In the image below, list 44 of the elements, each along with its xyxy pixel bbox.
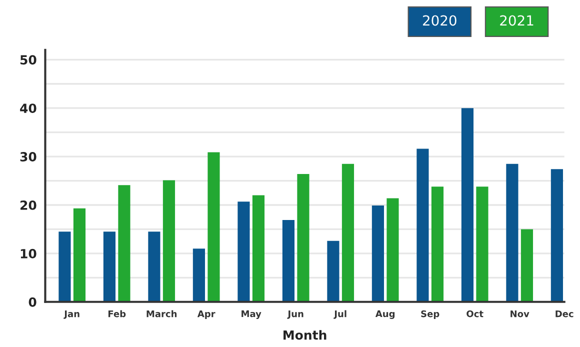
bar xyxy=(162,180,176,302)
x-axis-title: Month xyxy=(284,330,326,340)
x-tick-label: Jun xyxy=(287,310,304,319)
bar xyxy=(282,220,294,302)
bar xyxy=(431,186,444,302)
x-tick-label: Oct xyxy=(466,310,484,318)
x-tick-label: Jul xyxy=(334,310,346,319)
bar xyxy=(103,232,116,302)
bar xyxy=(520,229,534,302)
bar xyxy=(58,232,71,302)
text: 2021 xyxy=(500,15,534,26)
bar xyxy=(238,202,250,302)
y-tick-label: 20 xyxy=(20,200,36,210)
bar xyxy=(372,205,384,302)
bar xyxy=(252,195,265,302)
bar xyxy=(73,208,86,302)
x-tick-label: Apr xyxy=(197,310,216,319)
x-tick-label: Dec xyxy=(556,310,574,318)
x-tick-label: Jan xyxy=(64,310,80,319)
x-tick-label: Nov xyxy=(510,310,530,318)
bar xyxy=(416,148,429,302)
x-tick-label: Sep xyxy=(421,310,440,319)
y-tick-label: 50 xyxy=(20,55,36,65)
bar xyxy=(208,152,220,302)
y-tick-label: 10 xyxy=(20,248,36,258)
bar xyxy=(192,248,205,302)
x-tick-label: Feb xyxy=(108,310,126,318)
bar xyxy=(148,232,160,302)
x-tick-label: Aug xyxy=(375,310,395,319)
y-tick-label: 40 xyxy=(20,104,36,114)
bar xyxy=(506,164,518,302)
bar xyxy=(550,169,563,302)
bar xyxy=(476,186,488,302)
y-tick-label: 30 xyxy=(20,152,36,162)
text: 2020 xyxy=(422,15,456,26)
bar xyxy=(327,240,340,302)
bar xyxy=(342,164,354,302)
x-tick-label: March xyxy=(146,310,177,318)
bar xyxy=(118,185,130,302)
bar xyxy=(461,108,474,302)
y-tick-label: 0 xyxy=(28,297,36,307)
x-tick-label: May xyxy=(242,310,262,319)
bar xyxy=(386,198,399,302)
bar xyxy=(297,174,310,302)
